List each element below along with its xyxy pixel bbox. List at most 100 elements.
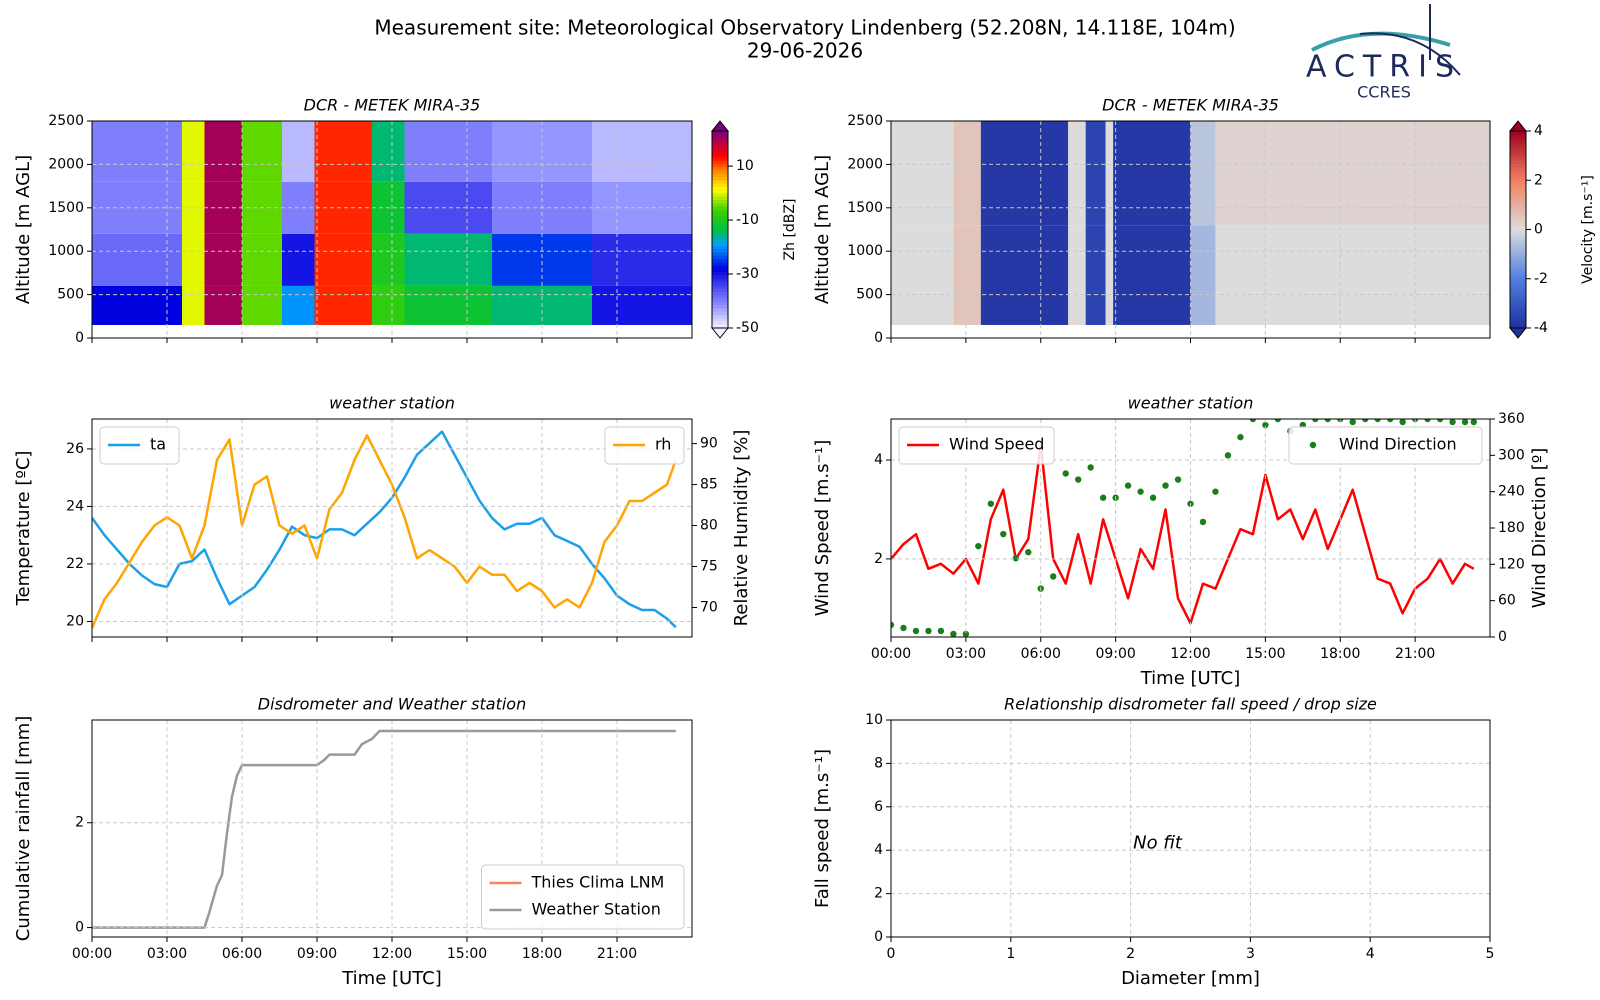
y-tick-label: 2500 xyxy=(847,113,883,129)
heat-cell xyxy=(592,121,692,182)
colorbar-slice xyxy=(1510,239,1526,244)
colorbar-extend xyxy=(710,120,730,132)
heat-cell xyxy=(1068,225,1086,325)
point xyxy=(1025,549,1032,556)
heat-cell xyxy=(92,285,182,325)
colorbar-slice xyxy=(1510,255,1526,260)
colorbar-slice xyxy=(1510,147,1526,152)
colorbar-slice xyxy=(1510,219,1526,224)
colorbar-slice xyxy=(1510,193,1526,198)
colorbar-slice xyxy=(712,199,728,204)
x-axis-label: Diameter [mm] xyxy=(1121,968,1260,989)
point xyxy=(1162,482,1169,489)
colorbar-slice xyxy=(1510,137,1526,142)
point xyxy=(1124,482,1132,489)
colorbar-slice xyxy=(712,190,728,194)
y2-tick-label: 60 xyxy=(1498,593,1516,609)
colorbar-slice xyxy=(712,291,728,296)
panel-title: Relationship disdrometer fall speed / dr… xyxy=(1004,695,1377,714)
panel: weather station 20 22 24 26 70 75 80 85 90 Tempera… xyxy=(13,394,752,642)
panel: DCR - METEK MIRA-35 0 500 1000 1500 2000 2500 A… xyxy=(812,96,1596,347)
axes-frame xyxy=(890,719,1491,938)
colorbar-slice xyxy=(712,252,728,257)
panel: Disdrometer and Weather station 00:00 03:0… xyxy=(13,695,693,989)
panel-title: weather station xyxy=(329,394,455,413)
heat-cell xyxy=(1113,225,1191,325)
y-axis-label: Fall speed [m.s⁻¹] xyxy=(812,749,833,908)
colorbar-slice xyxy=(712,295,728,299)
x-tick-label: 3 xyxy=(1246,946,1255,962)
panel-title: DCR - METEK MIRA-35 xyxy=(1102,96,1279,115)
colorbar-slice xyxy=(712,170,728,175)
axes-frame xyxy=(890,418,1491,638)
colorbar-slice xyxy=(1510,134,1526,139)
heat-cell xyxy=(404,121,492,182)
point xyxy=(987,500,995,507)
heat-cell xyxy=(1085,121,1106,226)
colorbar-slice xyxy=(1510,301,1526,306)
x-tick-label: 09:00 xyxy=(297,946,337,962)
y-tick-label: 4 xyxy=(874,452,883,468)
heat-cell xyxy=(282,285,315,325)
heat-cell xyxy=(314,233,372,286)
annotation: No fit xyxy=(1133,833,1183,854)
colorbar-slice xyxy=(1510,285,1526,290)
colorbar-tick-label: -2 xyxy=(1534,271,1548,287)
y2-tick-label: 180 xyxy=(1498,520,1525,536)
colorbar-slice xyxy=(712,144,728,148)
page-title: Measurement site: Meteorological Observa… xyxy=(374,16,1235,40)
y2-tick-label: 80 xyxy=(700,518,718,534)
panel-title: DCR - METEK MIRA-35 xyxy=(304,96,481,115)
heat-cell xyxy=(592,285,692,325)
colorbar-extend xyxy=(710,327,730,339)
colorbar-slice xyxy=(712,153,728,158)
colorbar-slice xyxy=(712,232,728,237)
colorbar-slice xyxy=(1510,150,1526,155)
y-tick-label: 26 xyxy=(66,441,84,457)
colorbar-slice xyxy=(1510,131,1526,135)
heat-cell xyxy=(404,285,492,325)
point xyxy=(975,542,982,550)
point xyxy=(1461,419,1469,426)
colorbar-tick-label: 2 xyxy=(1534,172,1543,188)
colorbar-slice xyxy=(1510,305,1526,309)
y-tick-label: 0 xyxy=(75,330,84,346)
y2-axis-label: Wind Direction [º] xyxy=(1529,448,1550,609)
x-tick-label: 2 xyxy=(1126,946,1135,962)
point xyxy=(1470,419,1477,426)
point xyxy=(1374,419,1381,423)
colorbar-slice xyxy=(1510,245,1526,250)
x-tick-label: 21:00 xyxy=(597,946,637,962)
colorbar-tick-label: -30 xyxy=(736,266,759,282)
y2-tick-label: 90 xyxy=(700,436,718,452)
point xyxy=(1312,419,1319,423)
point xyxy=(925,627,932,635)
colorbar-slice xyxy=(1510,291,1526,296)
heat-cell xyxy=(980,225,1069,325)
heat-cell xyxy=(1215,225,1490,325)
colorbar-slice xyxy=(712,285,728,290)
colorbar-slice xyxy=(1510,160,1526,165)
heat-cell xyxy=(1190,121,1216,226)
y-tick-label: 500 xyxy=(57,287,84,303)
x-axis-label: Time [UTC] xyxy=(341,968,442,989)
point xyxy=(1274,419,1282,423)
colorbar-slice xyxy=(712,183,728,188)
y2-tick-label: 85 xyxy=(700,477,718,493)
heat-cell xyxy=(592,233,692,286)
colorbar-slice xyxy=(1510,213,1526,217)
heat-cell xyxy=(891,121,954,226)
legend-label: Wind Speed xyxy=(949,435,1044,454)
panel-title: Disdrometer and Weather station xyxy=(258,695,526,714)
colorbar-slice xyxy=(712,206,728,211)
colorbar-slice xyxy=(712,314,728,319)
colorbar-slice xyxy=(1510,216,1526,221)
y2-tick-label: 70 xyxy=(700,599,718,615)
heat-cell xyxy=(182,285,205,325)
point xyxy=(900,624,907,632)
colorbar-slice xyxy=(712,203,728,208)
colorbar-slice xyxy=(712,242,728,247)
y-tick-label: 6 xyxy=(874,799,883,815)
point xyxy=(1062,470,1069,477)
y-tick-label: 2 xyxy=(75,815,84,831)
